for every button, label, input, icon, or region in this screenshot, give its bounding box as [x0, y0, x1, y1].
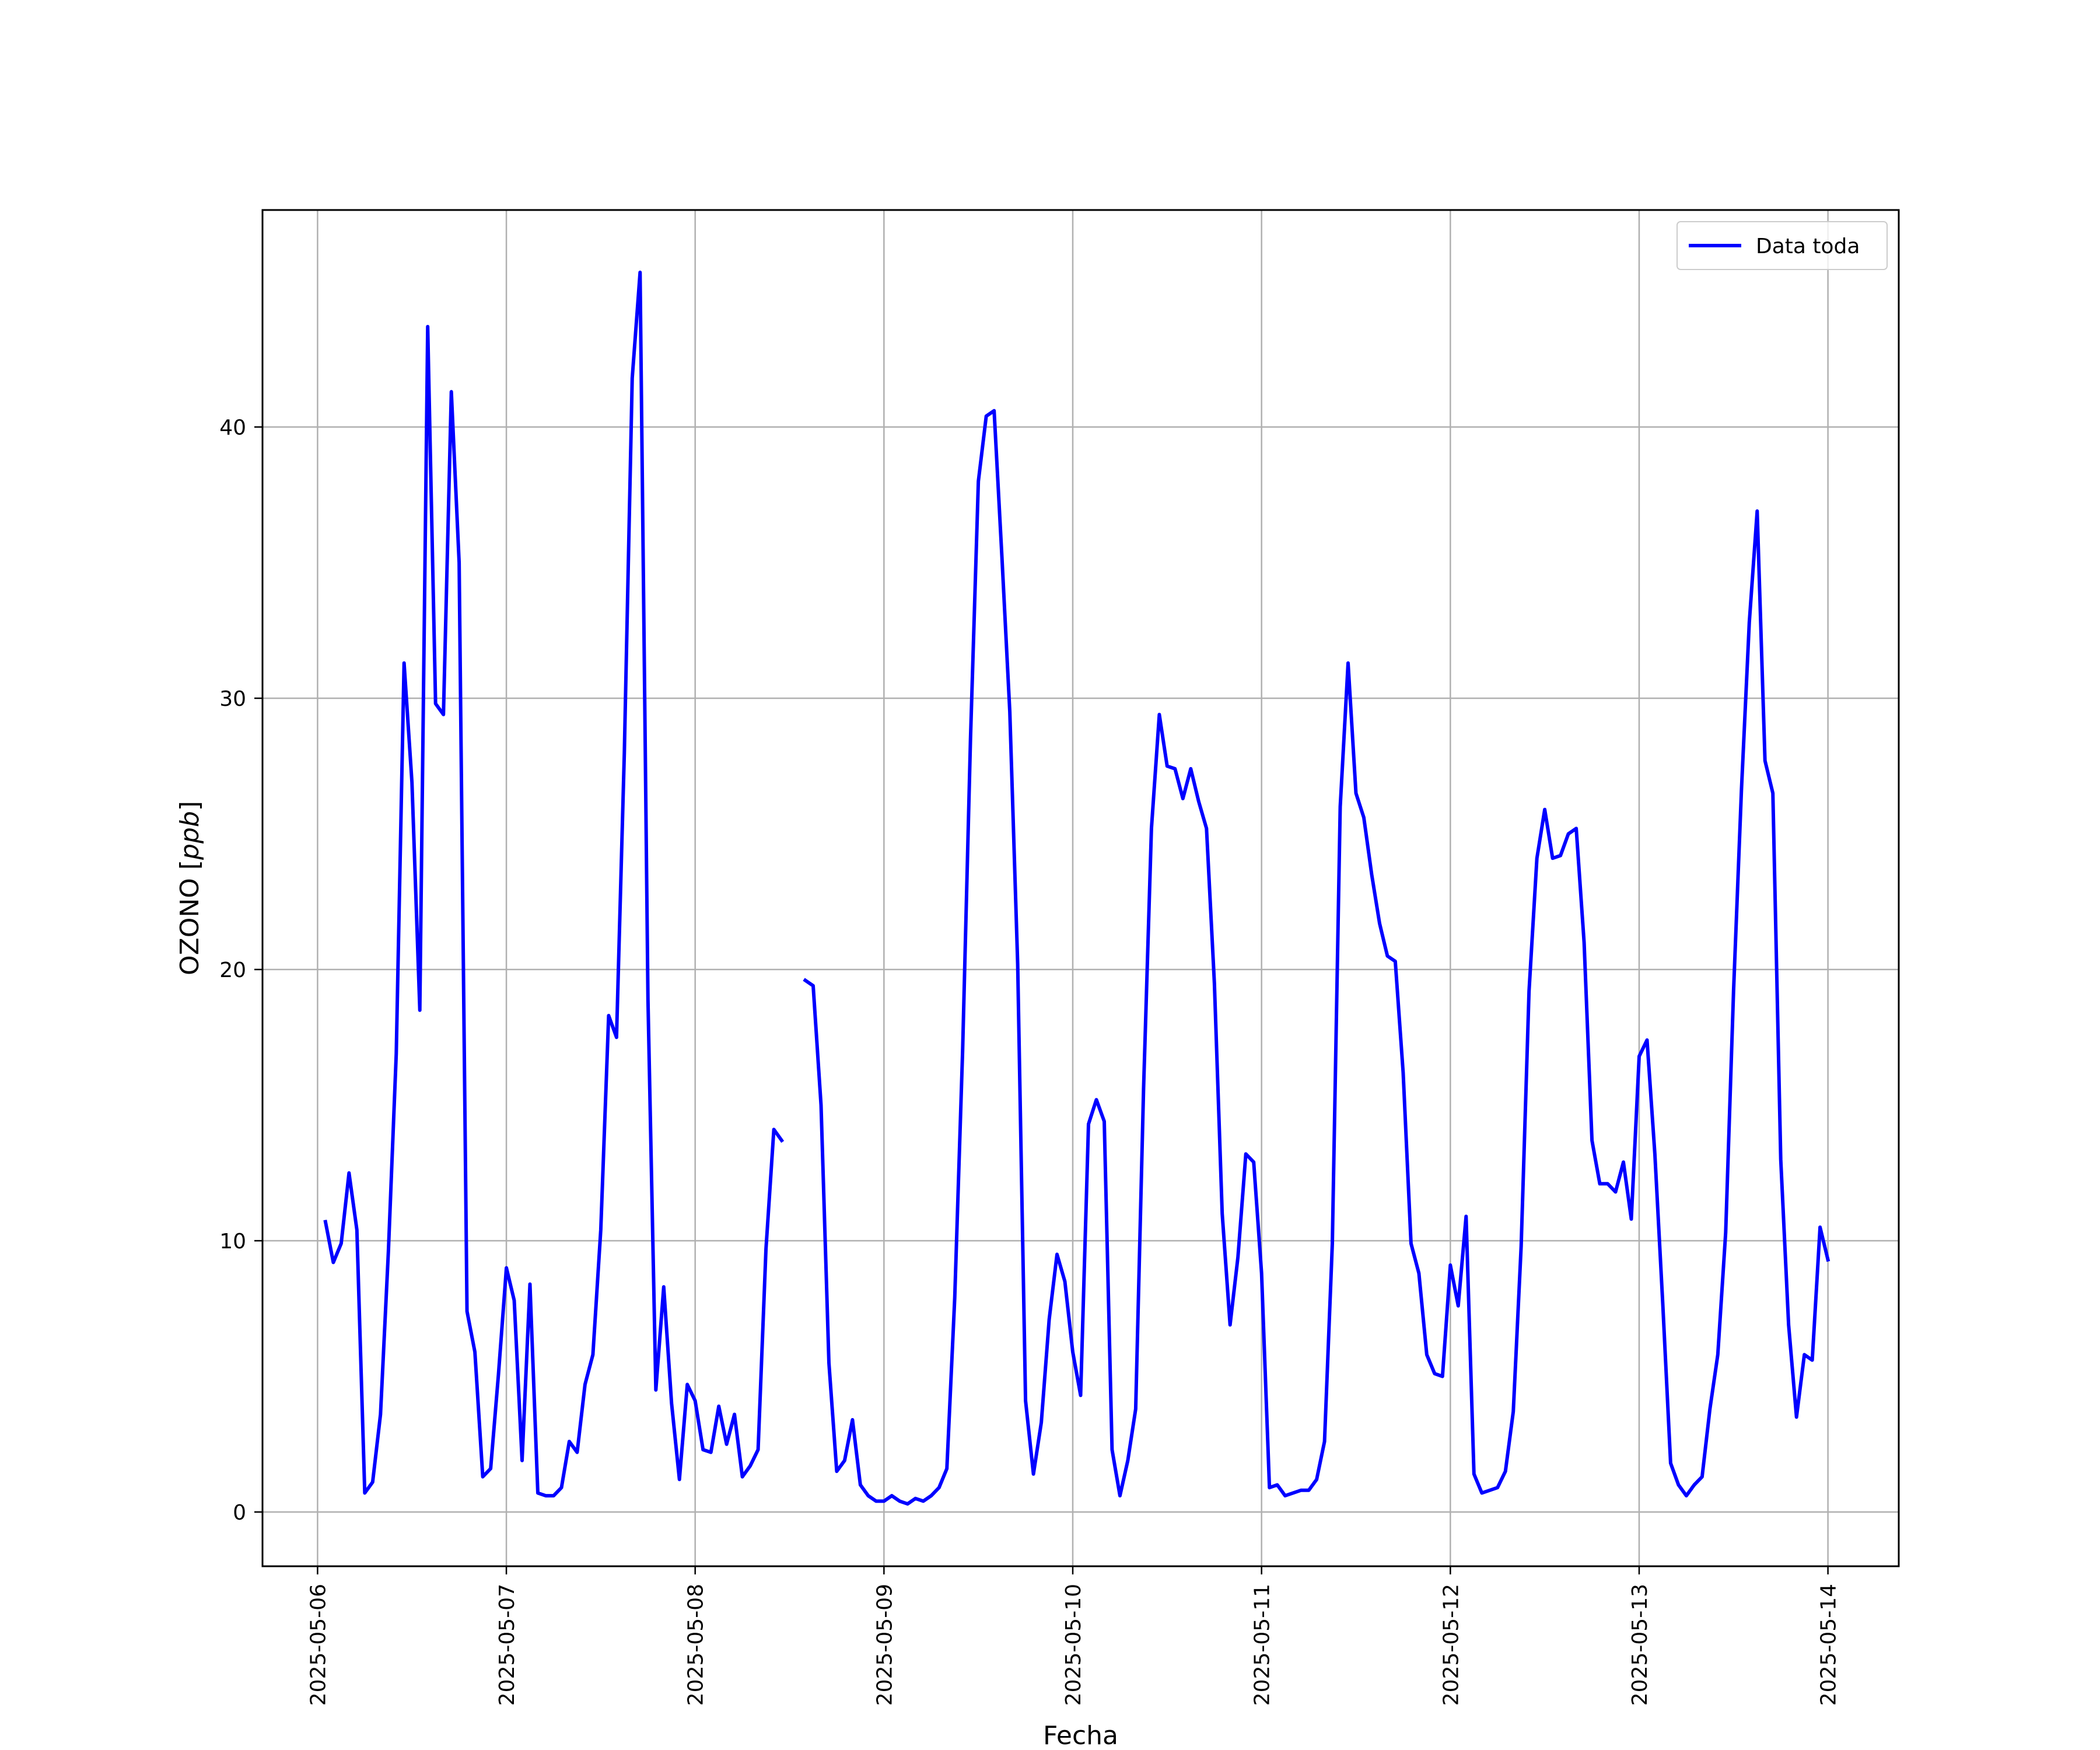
y-axis-label-close: ]: [175, 801, 205, 811]
x-tick-label: 2025-05-14: [1817, 1584, 1841, 1706]
x-tick-label: 2025-05-12: [1439, 1584, 1463, 1706]
y-axis-label: OZONO [ppb]: [175, 801, 205, 975]
y-tick-label: 0: [233, 1501, 246, 1525]
grid: [262, 210, 1899, 1566]
axis-ticks: 2025-05-06 2025-05-07 2025-05-08 2025-05-09…: [219, 416, 1840, 1706]
y-tick-label: 30: [219, 687, 246, 711]
x-tick-label: 2025-05-08: [684, 1584, 708, 1706]
y-tick-label: 10: [219, 1230, 246, 1254]
legend: Data toda: [1676, 221, 1888, 270]
x-tick-label: 2025-05-06: [306, 1584, 330, 1706]
y-axis-label-unit: ppb: [175, 811, 205, 860]
plot-frame: [261, 209, 1900, 1567]
legend-label: Data toda: [1756, 235, 1860, 258]
series-line-segment: [803, 409, 1831, 1506]
x-tick-label: 2025-05-10: [1062, 1584, 1086, 1706]
x-tick-label: 2025-05-13: [1628, 1584, 1652, 1706]
x-tick-label: 2025-05-11: [1251, 1584, 1275, 1706]
legend-box: [1676, 221, 1888, 270]
y-tick-label: 40: [219, 416, 246, 440]
x-tick-label: 2025-05-07: [495, 1584, 519, 1706]
y-axis-label-text: OZONO [: [175, 860, 205, 975]
y-tick-label: 20: [219, 958, 246, 982]
x-axis-label: Fecha: [1043, 1721, 1118, 1750]
plot-area: [323, 270, 1831, 1506]
series-line-segment: [323, 270, 785, 1498]
x-tick-label: 2025-05-09: [873, 1584, 897, 1706]
